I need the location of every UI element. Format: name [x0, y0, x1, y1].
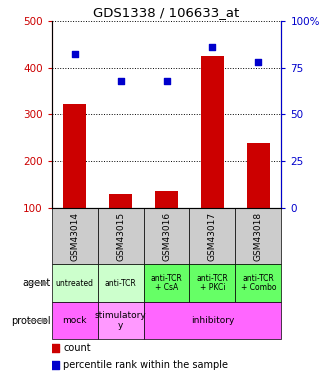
Bar [189, 208, 235, 264]
Point [72, 51, 77, 57]
Text: untreated: untreated [56, 279, 94, 288]
Bar [63, 104, 86, 208]
Point [210, 44, 215, 50]
Bar [52, 264, 98, 302]
Text: anti-TCR: anti-TCR [105, 279, 137, 288]
Bar [189, 264, 235, 302]
Bar [52, 302, 98, 339]
Text: GSM43016: GSM43016 [162, 211, 171, 261]
Text: count: count [63, 343, 91, 353]
Text: inhibitory: inhibitory [191, 316, 234, 325]
Text: anti-TCR
+ CsA: anti-TCR + CsA [151, 274, 182, 292]
Text: agent: agent [22, 278, 51, 288]
Bar [144, 302, 281, 339]
Text: GSM43014: GSM43014 [70, 212, 79, 261]
Bar [155, 191, 178, 208]
Bar [235, 208, 281, 264]
Bar [235, 264, 281, 302]
Text: anti-TCR
+ PKCi: anti-TCR + PKCi [196, 274, 228, 292]
Text: GSM43018: GSM43018 [254, 211, 263, 261]
Point [52, 345, 58, 351]
Bar [98, 264, 144, 302]
Point [164, 78, 169, 84]
Bar [144, 208, 189, 264]
Bar [52, 208, 98, 264]
Point [118, 78, 123, 84]
Text: mock: mock [62, 316, 87, 325]
Bar [247, 144, 270, 208]
Text: GSM43017: GSM43017 [208, 211, 217, 261]
Bar [144, 264, 189, 302]
Title: GDS1338 / 106633_at: GDS1338 / 106633_at [93, 6, 240, 20]
Text: anti-TCR
+ Combo: anti-TCR + Combo [241, 274, 276, 292]
Bar [109, 194, 132, 208]
Text: GSM43015: GSM43015 [116, 211, 125, 261]
Bar [98, 208, 144, 264]
Text: stimulatory
y: stimulatory y [95, 311, 147, 330]
Bar [201, 56, 224, 208]
Text: protocol: protocol [11, 316, 51, 326]
Bar [98, 302, 144, 339]
Point [52, 362, 58, 368]
Text: percentile rank within the sample: percentile rank within the sample [63, 360, 228, 370]
Point [256, 59, 261, 65]
